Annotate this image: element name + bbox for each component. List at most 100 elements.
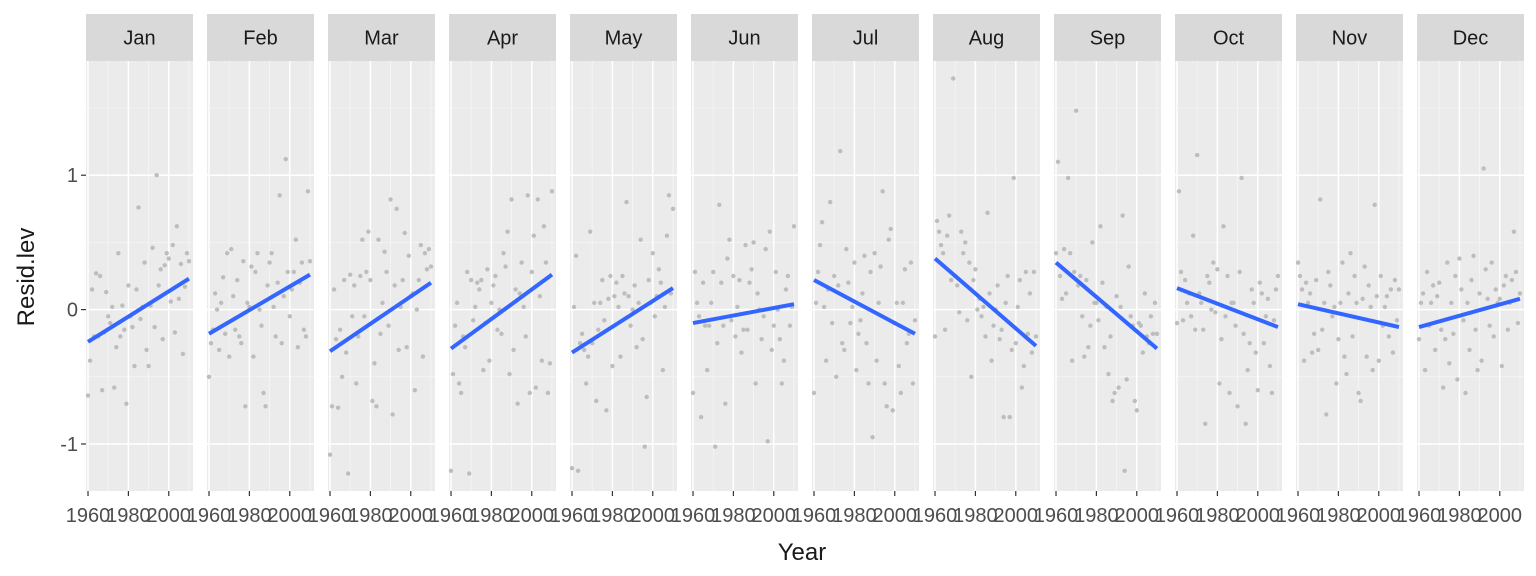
data-point [1150,331,1156,336]
data-point [1251,300,1256,306]
data-point [1071,269,1077,275]
data-point [696,314,702,319]
data-point [936,229,942,234]
data-point [866,381,871,386]
y-tick-label: -1 [60,434,78,456]
data-point [208,340,214,346]
data-point [539,358,545,363]
data-point [273,334,278,339]
data-point [464,269,470,275]
data-point [1184,300,1190,306]
data-point [519,260,524,265]
data-point [358,273,363,279]
data-point [458,390,464,396]
data-point [1515,320,1521,326]
data-point [1209,307,1214,312]
x-tick-label: 1960 [1276,505,1321,527]
data-point [479,277,484,283]
data-point [487,358,492,363]
data-point [366,229,371,234]
data-point [1338,300,1343,306]
data-point [132,363,137,369]
data-point [289,287,294,292]
data-point [509,197,514,202]
data-point [1509,277,1515,283]
data-point [860,291,865,296]
data-point [1086,345,1091,350]
data-point [1138,323,1144,328]
data-point [1303,280,1309,285]
data-point [1082,354,1087,359]
data-point [301,327,307,332]
x-tick-label: 1980 [953,505,998,527]
data-point [1021,363,1027,369]
data-point [932,334,938,339]
facet-strip [691,14,798,61]
data-point [702,323,708,328]
data-point [1140,350,1146,355]
data-point [255,250,260,256]
data-point [1346,291,1351,296]
data-point [955,283,960,288]
data-point [749,267,754,272]
data-point [303,334,309,339]
data-point [1322,300,1327,306]
data-point [384,269,389,275]
data-point [963,240,968,245]
data-point [1219,336,1224,342]
data-point [858,318,863,323]
panel-background [328,61,435,491]
x-tick-label: 1960 [671,505,716,527]
facet-strip-label: Apr [487,28,518,50]
data-point [729,318,734,323]
data-point [1360,296,1365,302]
data-point [997,336,1002,342]
data-point [235,277,240,283]
x-tick-label: 1960 [1155,505,1200,527]
data-point [874,358,879,363]
data-point [862,253,867,259]
data-point [477,287,482,292]
data-point [1475,367,1480,373]
x-tick-label: 1960 [792,505,837,527]
data-point [1108,334,1113,339]
data-point [214,307,220,312]
facet-strip-label: Aug [969,28,1005,50]
data-point [856,331,861,336]
data-point [656,267,662,272]
data-point [971,277,976,283]
data-point [940,250,946,256]
data-point [362,314,367,319]
data-point [723,401,728,406]
data-point [658,280,664,285]
data-point [848,320,853,326]
data-point [124,401,129,406]
x-tick-label: 2000 [1478,505,1523,527]
data-point [499,331,504,336]
data-point [452,323,458,328]
data-point [156,283,161,288]
data-point [600,277,605,283]
data-point [1199,300,1204,306]
data-point [1025,331,1031,336]
data-point [507,371,512,377]
data-point [1358,398,1363,404]
data-point [122,327,127,332]
data-point [394,206,399,212]
data-point [1305,300,1311,306]
data-point [622,291,627,296]
data-point [1511,229,1517,234]
x-tick-label: 2000 [1357,505,1402,527]
data-point [884,404,889,409]
data-point [1078,273,1083,279]
data-point [1122,468,1127,474]
data-point [1106,371,1111,377]
x-tick-label: 1980 [227,505,272,527]
data-point [1235,404,1240,409]
data-point [890,408,895,413]
data-point [1128,314,1133,319]
data-point [942,327,948,332]
data-point [222,331,228,336]
